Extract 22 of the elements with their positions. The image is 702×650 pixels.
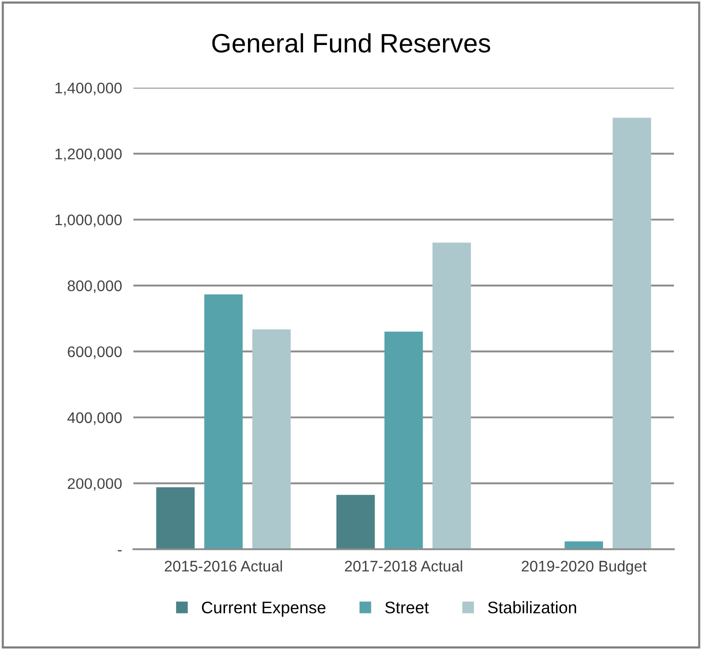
y-tick-label: 1,200,000 bbox=[55, 148, 122, 162]
y-tick-label: 400,000 bbox=[67, 412, 122, 425]
bar bbox=[432, 242, 471, 550]
bar bbox=[336, 494, 375, 550]
y-tick-label: 1,000,000 bbox=[55, 214, 122, 228]
y-tick-label: 1,400,000 bbox=[55, 82, 122, 96]
x-tick-label: 2019-2020 Budget bbox=[522, 560, 647, 575]
x-tick-label: 2015-2016 Actual bbox=[164, 560, 282, 572]
y-tick-label: 800,000 bbox=[68, 280, 122, 294]
legend-label: Current Expense bbox=[202, 602, 326, 617]
legend-label: Street bbox=[385, 602, 429, 614]
bar bbox=[252, 329, 291, 550]
bar bbox=[204, 294, 243, 550]
x-tick-label: 2017-2018 Actual bbox=[344, 560, 462, 572]
legend-label: Stabilization bbox=[488, 601, 576, 614]
bar bbox=[612, 118, 652, 550]
chart-title: General Fund Reserves bbox=[212, 33, 490, 53]
bar bbox=[156, 487, 195, 550]
y-tick-label: - bbox=[118, 550, 122, 552]
y-tick-label: 600,000 bbox=[68, 346, 122, 359]
bar bbox=[384, 332, 423, 550]
y-tick-label: 200,000 bbox=[68, 478, 122, 491]
